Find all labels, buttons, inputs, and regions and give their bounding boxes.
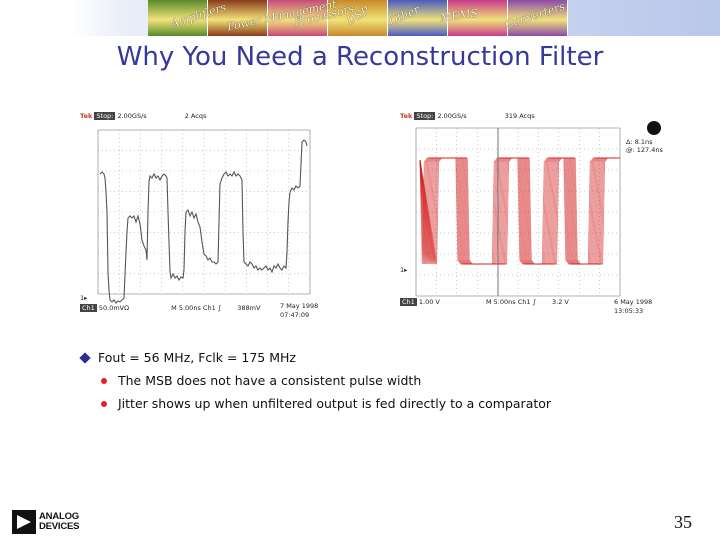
scope-capture-left: Tek Stop: 2.00GS/s 2 Acqs 1▸ Ch1 50.0mVΩ… [80, 112, 320, 324]
scope-right-screen [415, 121, 661, 297]
banner-tile [508, 0, 568, 36]
dot-bullet-icon [101, 378, 107, 384]
capture-date: 6 May 1998 [614, 298, 653, 306]
waveform-trace [419, 157, 620, 265]
ground-marker: 1▸ [400, 266, 408, 274]
ground-marker: 1▸ [80, 294, 88, 302]
tek-logo: Tek [400, 112, 413, 120]
acquisition-count: 2 Acqs [184, 112, 207, 120]
logo-line: DEVICES [39, 521, 80, 532]
trigger-source: Ch1 ∫ [202, 304, 222, 312]
bullet-main-text: Fout = 56 MHz, Fclk = 175 MHz [98, 350, 296, 365]
scope-capture-right: Tek Stop: 2.00GS/s 319 Acqs Δ: 8.1ns @: … [400, 112, 666, 320]
sample-rate: 2.00GS/s [117, 112, 147, 120]
cursor-delta: Δ: 8.1ns [626, 138, 653, 146]
analog-devices-logo: ANALOG DEVICES [12, 510, 80, 534]
acquisition-count: 319 Acqs [504, 112, 535, 120]
banner-image-strip [148, 0, 568, 36]
bullet-list: Fout = 56 MHz, Fclk = 175 MHz The MSB do… [79, 350, 700, 412]
sample-rate: 2.00GS/s [437, 112, 467, 120]
scope-header: Tek Stop: 2.00GS/s 2 Acqs [80, 112, 206, 120]
slide-title: Why You Need a Reconstruction Filter [116, 42, 604, 72]
volts-per-div: 1.00 V [418, 298, 440, 306]
banner-tile [148, 0, 208, 36]
channel-label: Ch1 [80, 304, 97, 312]
channel-label: Ch1 [400, 298, 417, 306]
trigger-level: 3.2 V [552, 298, 569, 306]
time-per-div: M 5.00ns [485, 298, 516, 306]
stop-indicator: Stop: [414, 112, 436, 120]
scope-left-screen [97, 129, 311, 304]
cursor-position: @: 127.4ns [626, 146, 663, 154]
capture-time: 13:05:33 [614, 307, 644, 315]
capture-time: 07:47:09 [280, 311, 310, 319]
page-number: 35 [674, 512, 692, 532]
bullet-main: Fout = 56 MHz, Fclk = 175 MHz [79, 350, 700, 366]
logo-wordmark: ANALOG DEVICES [39, 511, 80, 532]
time-per-div: M 5.00ns [171, 304, 201, 312]
banner-tile [268, 0, 328, 36]
banner-tile [388, 0, 448, 36]
scope-header: Tek Stop: 2.00GS/s 319 Acqs [400, 112, 535, 120]
tek-logo: Tek [80, 112, 93, 120]
capture-date: 7 May 1998 [280, 302, 319, 310]
dot-bullet-icon [101, 401, 107, 407]
trigger-level: 388mV [237, 304, 261, 312]
waveform-trace [99, 139, 308, 304]
banner-tile [208, 0, 268, 36]
scope-footer: Ch1 1.00 V M 5.00ns Ch1 ∫ 3.2 V [400, 298, 569, 306]
diamond-bullet-icon [79, 352, 91, 364]
logo-line: ANALOG [39, 511, 79, 522]
stop-indicator: Stop: [94, 112, 116, 120]
trigger-source: Ch1 ∫ [517, 298, 536, 306]
logo-triangle-icon [12, 510, 36, 534]
volts-per-div: 50.0mVΩ [98, 304, 130, 312]
header-banner: Amplifiers Power Management Processors D… [0, 0, 720, 36]
bullet-sub: The MSB does not have a consistent pulse… [80, 373, 700, 389]
bullet-sub-text: The MSB does not have a consistent pulse… [118, 373, 422, 388]
bullet-sub-text: Jitter shows up when unfiltered output i… [118, 396, 552, 411]
scope-footer: Ch1 50.0mVΩ M 5.00ns Ch1 ∫ 388mV [80, 304, 260, 312]
bullet-sub: Jitter shows up when unfiltered output i… [80, 396, 700, 412]
banner-tile [328, 0, 388, 36]
cursor-knob-icon [647, 121, 661, 135]
banner-tile [448, 0, 508, 36]
